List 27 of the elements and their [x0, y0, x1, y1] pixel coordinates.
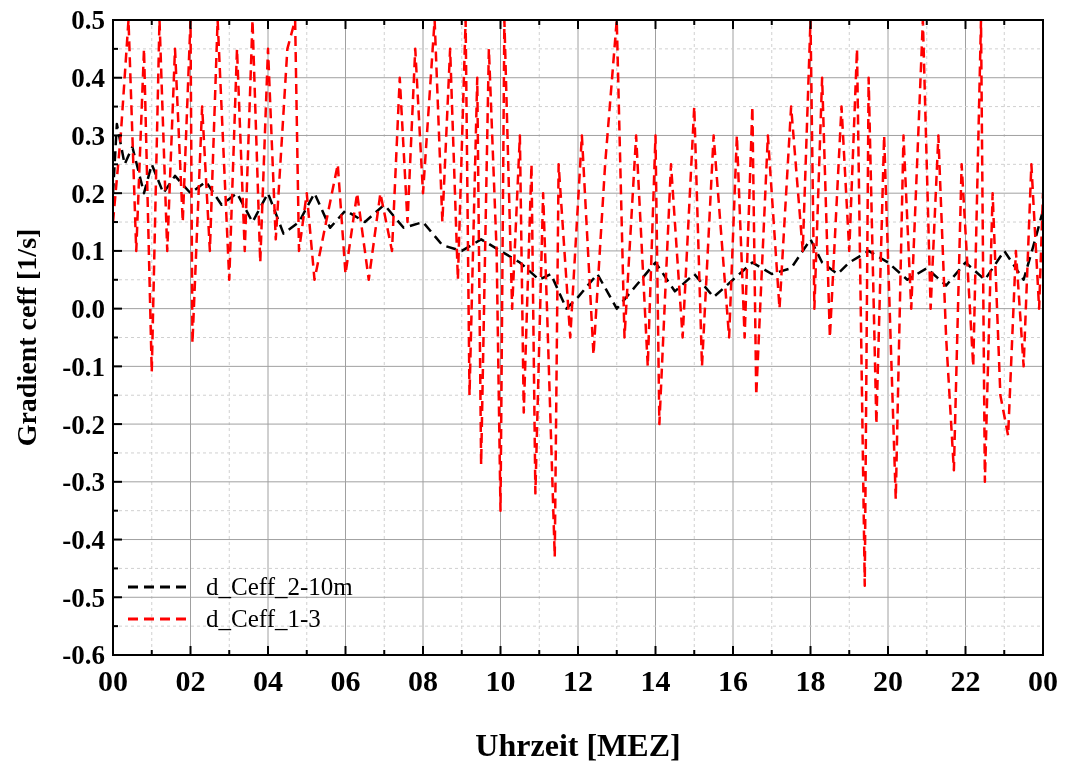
- y-tick-label: 0.0: [71, 294, 105, 325]
- legend-label: d_Ceff_2-10m: [206, 573, 354, 600]
- x-tick-label: 06: [330, 664, 361, 697]
- y-tick-label: 0.5: [71, 5, 105, 36]
- x-tick-label: 22: [950, 664, 981, 697]
- y-tick-label: -0.3: [62, 467, 105, 498]
- y-tick-label: -0.4: [62, 525, 105, 555]
- y-tick-label: -0.1: [62, 351, 105, 382]
- x-axis-title: Uhrzeit [MEZ]: [475, 727, 681, 763]
- x-tick-label: 08: [408, 664, 438, 697]
- y-tick-label: -0.2: [62, 409, 105, 440]
- x-tick-label: 16: [718, 664, 748, 697]
- y-axis-title: Gradient ceff [1/s]: [11, 228, 42, 447]
- y-tick-label: 0.1: [71, 236, 105, 267]
- x-tick-label: 20: [873, 664, 903, 697]
- x-tick-label: 12: [563, 664, 593, 697]
- x-tick-label: 04: [253, 664, 283, 697]
- x-tick-label: 10: [485, 664, 516, 697]
- x-tick-label: 18: [795, 664, 826, 697]
- legend-label: d_Ceff_1-3: [206, 605, 321, 632]
- y-tick-label: 0.3: [71, 120, 105, 151]
- y-tick-label: -0.5: [62, 582, 105, 613]
- x-tick-label: 02: [175, 664, 206, 697]
- x-tick-label: 14: [640, 664, 671, 697]
- y-tick-label: 0.4: [71, 63, 105, 94]
- y-tick-label: 0.2: [71, 178, 105, 209]
- x-tick-label: 00: [1028, 664, 1058, 697]
